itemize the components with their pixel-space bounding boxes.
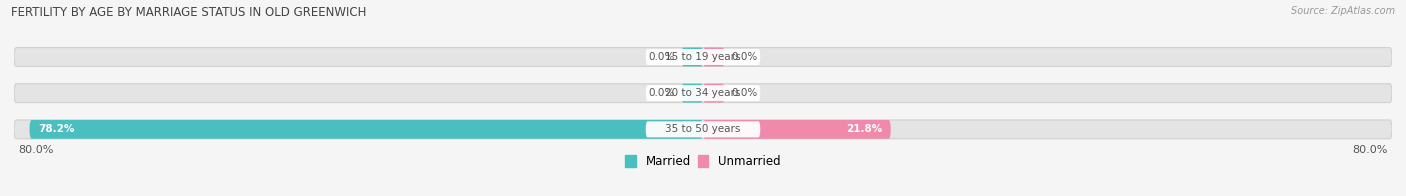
Text: 35 to 50 years: 35 to 50 years xyxy=(665,124,741,134)
Text: 0.0%: 0.0% xyxy=(648,52,675,62)
FancyBboxPatch shape xyxy=(703,84,724,103)
FancyBboxPatch shape xyxy=(703,48,724,66)
FancyBboxPatch shape xyxy=(682,84,703,103)
FancyBboxPatch shape xyxy=(645,49,761,65)
Text: 0.0%: 0.0% xyxy=(648,88,675,98)
Text: 80.0%: 80.0% xyxy=(1353,145,1388,155)
FancyBboxPatch shape xyxy=(645,121,761,137)
FancyBboxPatch shape xyxy=(14,48,1392,66)
FancyBboxPatch shape xyxy=(14,84,1392,103)
Text: 20 to 34 years: 20 to 34 years xyxy=(665,88,741,98)
Text: 0.0%: 0.0% xyxy=(731,88,758,98)
Text: 21.8%: 21.8% xyxy=(846,124,882,134)
FancyBboxPatch shape xyxy=(30,120,703,139)
Legend: Married, Unmarried: Married, Unmarried xyxy=(626,155,780,168)
FancyBboxPatch shape xyxy=(14,120,1392,139)
FancyBboxPatch shape xyxy=(682,48,703,66)
Text: 0.0%: 0.0% xyxy=(731,52,758,62)
Text: 78.2%: 78.2% xyxy=(38,124,75,134)
FancyBboxPatch shape xyxy=(645,85,761,101)
Text: Source: ZipAtlas.com: Source: ZipAtlas.com xyxy=(1291,6,1395,16)
Text: 80.0%: 80.0% xyxy=(18,145,53,155)
Text: 15 to 19 years: 15 to 19 years xyxy=(665,52,741,62)
FancyBboxPatch shape xyxy=(703,120,891,139)
Text: FERTILITY BY AGE BY MARRIAGE STATUS IN OLD GREENWICH: FERTILITY BY AGE BY MARRIAGE STATUS IN O… xyxy=(11,6,367,19)
